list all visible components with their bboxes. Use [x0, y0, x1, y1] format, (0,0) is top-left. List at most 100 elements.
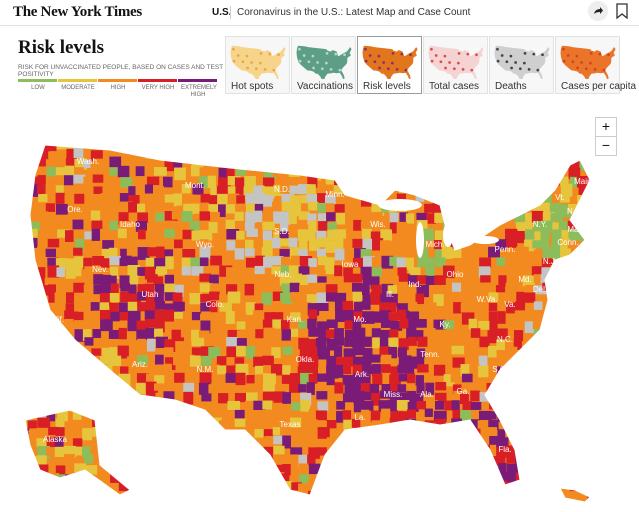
county	[37, 175, 46, 185]
county	[334, 204, 345, 213]
county	[407, 275, 420, 286]
county	[307, 318, 317, 330]
county	[352, 257, 366, 268]
county	[298, 149, 308, 159]
county	[504, 338, 514, 351]
county	[27, 420, 37, 431]
county	[46, 436, 58, 448]
county	[119, 201, 133, 211]
county	[309, 238, 320, 251]
county	[271, 201, 281, 211]
county	[325, 265, 335, 275]
county	[37, 373, 46, 386]
county	[524, 148, 535, 158]
thumbnail-dot	[246, 66, 249, 70]
county	[126, 491, 139, 502]
county	[372, 238, 384, 251]
county	[298, 274, 309, 286]
county	[515, 410, 525, 424]
county	[378, 157, 391, 168]
county	[515, 265, 529, 277]
county	[540, 428, 551, 441]
county	[324, 240, 337, 253]
county	[344, 445, 355, 455]
zoom-out[interactable]: −	[595, 136, 617, 156]
county	[549, 319, 558, 330]
county	[137, 291, 148, 301]
county	[514, 318, 526, 330]
county	[261, 247, 273, 259]
county	[407, 473, 417, 483]
county	[343, 273, 353, 283]
county	[441, 201, 452, 213]
county	[82, 428, 93, 441]
bookmark-button[interactable]	[616, 3, 628, 19]
county	[470, 402, 482, 411]
county	[343, 267, 353, 278]
tab[interactable]: Deaths	[489, 36, 554, 94]
county	[334, 463, 345, 476]
county	[596, 230, 606, 239]
county	[487, 183, 498, 193]
county	[262, 221, 275, 231]
thumbnail-dot	[541, 53, 544, 57]
county	[27, 284, 40, 293]
county	[164, 303, 177, 314]
logo[interactable]: The New York Times	[13, 4, 142, 20]
county	[190, 257, 203, 269]
county	[209, 480, 219, 492]
county	[415, 492, 427, 501]
tab[interactable]: Hot spots	[225, 36, 290, 94]
tab[interactable]: Total cases	[423, 36, 488, 94]
county	[83, 454, 94, 464]
county	[459, 329, 470, 338]
county	[533, 309, 544, 322]
tab[interactable]: Vaccinations	[291, 36, 356, 94]
county	[353, 145, 364, 152]
county	[342, 156, 354, 169]
county	[469, 364, 480, 375]
section-link[interactable]: U.S.	[212, 7, 232, 18]
county	[210, 501, 220, 502]
county	[568, 256, 581, 265]
county	[234, 312, 247, 322]
county	[362, 274, 372, 285]
county	[201, 393, 212, 402]
county	[504, 228, 518, 241]
county	[219, 265, 233, 277]
county	[486, 382, 495, 395]
county	[496, 447, 507, 458]
county	[100, 446, 109, 456]
county	[154, 410, 165, 420]
county	[415, 318, 427, 328]
county	[298, 320, 307, 333]
county	[569, 339, 581, 350]
subtitle: Risk for unvaccinated people, based on c…	[18, 64, 224, 78]
county	[453, 390, 465, 404]
county	[488, 391, 498, 403]
zoom-in[interactable]: +	[595, 117, 617, 137]
tab[interactable]: Risk levels	[357, 36, 422, 94]
county	[300, 302, 312, 312]
county	[55, 185, 64, 196]
county	[443, 482, 456, 495]
county	[73, 174, 86, 185]
county	[315, 302, 329, 312]
tab-thumbnail	[560, 45, 616, 79]
county	[497, 149, 509, 163]
county	[576, 175, 590, 188]
divider	[230, 6, 231, 19]
county	[246, 474, 260, 483]
county	[235, 184, 245, 195]
county	[165, 446, 178, 460]
share-button[interactable]	[588, 1, 608, 21]
county	[460, 303, 471, 312]
county	[450, 492, 460, 502]
county	[452, 426, 464, 436]
county	[93, 193, 106, 204]
thumbnail-dot	[562, 59, 566, 63]
county	[136, 411, 148, 422]
county	[424, 454, 435, 467]
tab[interactable]: Cases per capita	[555, 36, 636, 94]
state-label: Ariz.	[132, 360, 148, 369]
